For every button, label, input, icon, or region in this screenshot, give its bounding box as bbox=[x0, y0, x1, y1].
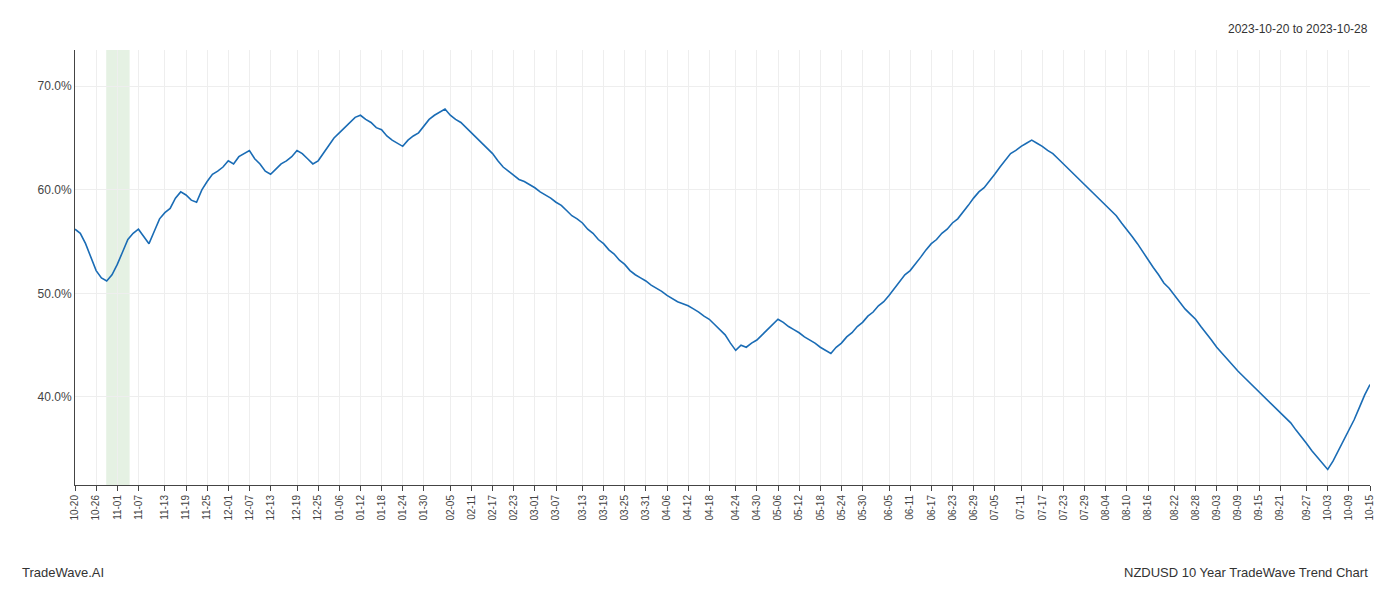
svg-text:05-30: 05-30 bbox=[857, 495, 868, 521]
svg-text:03-01: 03-01 bbox=[529, 495, 540, 521]
svg-text:11-13: 11-13 bbox=[159, 495, 170, 520]
svg-text:05-24: 05-24 bbox=[836, 495, 847, 521]
svg-text:07-11: 07-11 bbox=[1015, 495, 1026, 520]
svg-text:09-03: 09-03 bbox=[1211, 495, 1222, 521]
svg-text:01-30: 01-30 bbox=[418, 495, 429, 521]
svg-text:01-12: 01-12 bbox=[355, 495, 366, 521]
svg-text:10-15: 10-15 bbox=[1364, 495, 1375, 521]
svg-text:05-06: 05-06 bbox=[772, 495, 783, 521]
svg-text:TradeWave.AI: TradeWave.AI bbox=[22, 565, 104, 580]
svg-text:08-10: 08-10 bbox=[1121, 495, 1132, 521]
svg-text:12-25: 12-25 bbox=[312, 495, 323, 521]
svg-text:12-19: 12-19 bbox=[291, 495, 302, 521]
svg-text:NZDUSD 10 Year TradeWave Trend: NZDUSD 10 Year TradeWave Trend Chart bbox=[1124, 565, 1368, 580]
svg-text:03-31: 03-31 bbox=[640, 495, 651, 521]
svg-text:03-25: 03-25 bbox=[619, 495, 630, 521]
svg-text:03-13: 03-13 bbox=[577, 495, 588, 521]
svg-text:10-03: 10-03 bbox=[1322, 495, 1333, 521]
svg-text:2023-10-20 to 2023-10-28: 2023-10-20 to 2023-10-28 bbox=[1228, 22, 1368, 36]
svg-text:40.0%: 40.0% bbox=[38, 390, 72, 404]
svg-text:03-19: 03-19 bbox=[598, 495, 609, 521]
svg-text:11-19: 11-19 bbox=[180, 495, 191, 520]
svg-text:01-24: 01-24 bbox=[397, 495, 408, 521]
svg-text:03-07: 03-07 bbox=[550, 495, 561, 521]
svg-text:04-12: 04-12 bbox=[682, 495, 693, 521]
svg-text:02-05: 02-05 bbox=[445, 495, 456, 521]
svg-text:09-21: 09-21 bbox=[1274, 495, 1285, 521]
svg-text:04-30: 04-30 bbox=[751, 495, 762, 521]
svg-text:06-05: 06-05 bbox=[883, 495, 894, 521]
svg-text:60.0%: 60.0% bbox=[38, 183, 72, 197]
svg-text:05-18: 05-18 bbox=[815, 495, 826, 521]
svg-text:01-06: 01-06 bbox=[334, 495, 345, 521]
svg-text:04-18: 04-18 bbox=[704, 495, 715, 521]
svg-text:08-04: 08-04 bbox=[1100, 495, 1111, 521]
svg-text:70.0%: 70.0% bbox=[38, 79, 72, 93]
svg-text:11-01: 11-01 bbox=[112, 495, 123, 520]
svg-text:01-18: 01-18 bbox=[376, 495, 387, 521]
svg-text:04-06: 04-06 bbox=[661, 495, 672, 521]
svg-text:12-01: 12-01 bbox=[223, 495, 234, 521]
svg-text:08-28: 08-28 bbox=[1190, 495, 1201, 521]
svg-text:08-16: 08-16 bbox=[1142, 495, 1153, 521]
svg-text:07-29: 07-29 bbox=[1079, 495, 1090, 521]
svg-text:12-07: 12-07 bbox=[244, 495, 255, 521]
svg-text:07-05: 07-05 bbox=[989, 495, 1000, 521]
svg-text:11-07: 11-07 bbox=[133, 495, 144, 520]
svg-text:06-17: 06-17 bbox=[926, 495, 937, 521]
svg-text:09-09: 09-09 bbox=[1232, 495, 1243, 521]
svg-text:05-12: 05-12 bbox=[793, 495, 804, 521]
svg-text:11-25: 11-25 bbox=[201, 495, 212, 520]
svg-text:06-29: 06-29 bbox=[968, 495, 979, 521]
svg-text:10-09: 10-09 bbox=[1343, 495, 1354, 521]
svg-text:09-27: 09-27 bbox=[1301, 495, 1312, 521]
svg-text:02-11: 02-11 bbox=[466, 495, 477, 520]
svg-text:07-17: 07-17 bbox=[1037, 495, 1048, 521]
svg-text:50.0%: 50.0% bbox=[38, 287, 72, 301]
svg-text:04-24: 04-24 bbox=[730, 495, 741, 521]
svg-text:02-17: 02-17 bbox=[487, 495, 498, 521]
svg-text:10-26: 10-26 bbox=[90, 495, 101, 521]
svg-text:06-11: 06-11 bbox=[904, 495, 915, 520]
svg-text:09-15: 09-15 bbox=[1253, 495, 1264, 521]
svg-text:10-20: 10-20 bbox=[69, 495, 80, 521]
svg-text:06-23: 06-23 bbox=[947, 495, 958, 521]
svg-text:02-23: 02-23 bbox=[508, 495, 519, 521]
svg-text:12-13: 12-13 bbox=[265, 495, 276, 521]
svg-text:08-22: 08-22 bbox=[1169, 495, 1180, 521]
svg-text:07-23: 07-23 bbox=[1058, 495, 1069, 521]
